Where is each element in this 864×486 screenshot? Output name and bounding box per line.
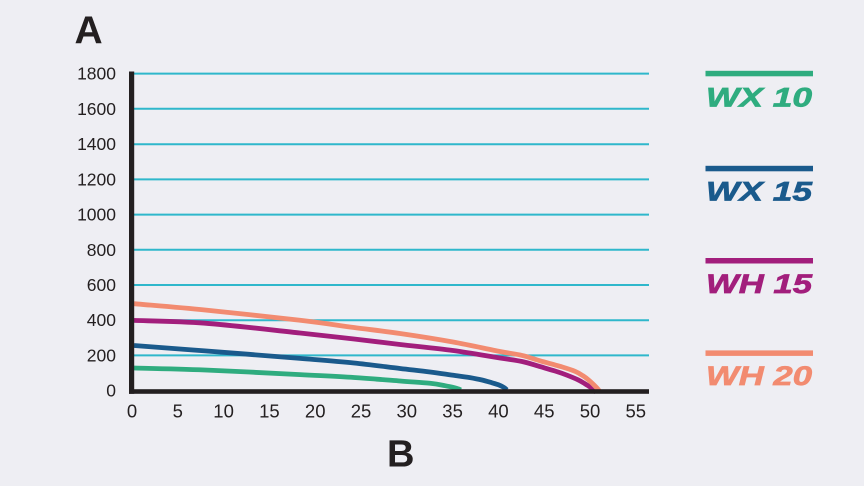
svg-text:WX 10: WX 10 <box>706 82 812 112</box>
svg-text:45: 45 <box>534 401 555 422</box>
svg-text:600: 600 <box>87 275 116 295</box>
svg-text:A: A <box>75 10 103 53</box>
svg-text:10: 10 <box>213 401 234 422</box>
svg-text:25: 25 <box>351 401 372 422</box>
svg-text:40: 40 <box>488 401 509 422</box>
svg-text:1200: 1200 <box>77 169 116 189</box>
svg-text:0: 0 <box>106 381 116 401</box>
svg-text:1000: 1000 <box>77 205 116 225</box>
svg-text:50: 50 <box>580 401 601 422</box>
svg-text:5: 5 <box>173 401 183 422</box>
svg-text:800: 800 <box>87 240 116 260</box>
svg-text:WX 15: WX 15 <box>706 176 813 206</box>
svg-text:0: 0 <box>127 401 137 422</box>
svg-text:35: 35 <box>442 401 463 422</box>
svg-text:30: 30 <box>397 401 418 422</box>
svg-text:WH 15: WH 15 <box>706 269 813 299</box>
svg-text:1600: 1600 <box>77 99 116 119</box>
svg-text:15: 15 <box>259 401 280 422</box>
svg-text:1400: 1400 <box>77 134 116 154</box>
svg-text:B: B <box>387 433 414 475</box>
svg-text:400: 400 <box>87 310 116 330</box>
svg-text:55: 55 <box>626 401 647 422</box>
svg-text:WH 20: WH 20 <box>706 361 812 391</box>
svg-text:20: 20 <box>305 401 326 422</box>
svg-text:1800: 1800 <box>77 64 116 84</box>
svg-text:200: 200 <box>87 345 116 365</box>
